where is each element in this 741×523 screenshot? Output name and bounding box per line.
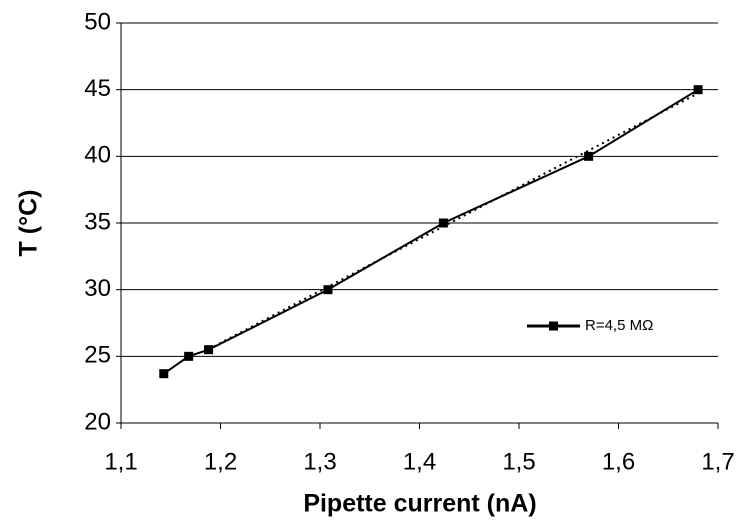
x-tick-label: 1,2	[204, 448, 237, 475]
x-tick-label: 1,6	[602, 448, 635, 475]
y-tick-label: 45	[84, 75, 111, 102]
x-tick-label: 1,3	[303, 448, 336, 475]
y-tick-label: 30	[84, 275, 111, 302]
marker	[584, 151, 594, 161]
marker	[159, 369, 169, 379]
y-tick-label: 50	[84, 8, 111, 35]
marker	[693, 85, 703, 95]
y-axis-title: T (°C)	[15, 190, 43, 257]
x-tick-label: 1,7	[701, 448, 734, 475]
marker	[204, 345, 214, 355]
marker	[323, 285, 333, 295]
legend-label: R=4,5 MΩ	[585, 317, 653, 334]
x-tick-label: 1,1	[104, 448, 137, 475]
y-tick-label: 25	[84, 342, 111, 369]
y-tick-label: 20	[84, 408, 111, 435]
marker	[184, 351, 194, 361]
legend-marker	[549, 321, 558, 331]
marker	[438, 218, 448, 228]
x-tick-label: 1,5	[502, 448, 535, 475]
y-tick-label: 40	[84, 142, 111, 169]
y-tick-label: 35	[84, 208, 111, 235]
x-tick-label: 1,4	[403, 448, 436, 475]
x-axis-title: Pipette current (nA)	[303, 490, 536, 518]
trendline	[208, 92, 699, 351]
